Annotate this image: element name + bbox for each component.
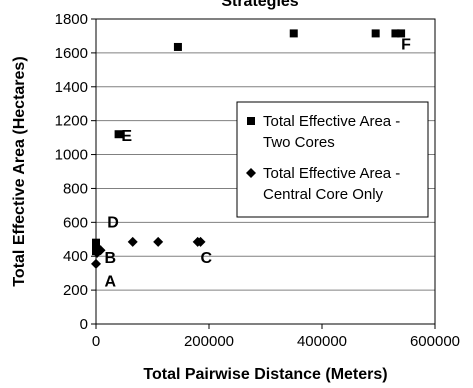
y-tick-label: 0 [80, 316, 88, 333]
point-label-a: A [104, 274, 116, 291]
y-tick-label: 1200 [55, 113, 88, 130]
y-tick-label: 800 [63, 180, 88, 197]
y-tick-label: 1600 [55, 45, 88, 62]
x-tick-label: 200000 [184, 333, 234, 350]
x-tick-label: 0 [92, 333, 100, 350]
x-axis-title: Total Pairwise Distance (Meters) [143, 366, 387, 383]
data-point-square [173, 42, 182, 51]
data-point-square [371, 29, 380, 38]
legend: Total Effective Area -Two Cores Total Eff… [236, 101, 429, 218]
data-point-square [114, 130, 123, 139]
data-point-diamond [127, 236, 138, 247]
legend-diamond-icon [246, 168, 256, 178]
data-point-diamond [95, 245, 106, 256]
y-axis-ticks: 0 200 400 600 800 1000 1200 1400 1600 1800 [55, 11, 96, 333]
chart-title: Strategies [221, 0, 298, 10]
point-annotations: AB C D E F [104, 37, 411, 291]
legend-entry: Total Effective Area -Central Core Only [263, 165, 400, 203]
data-point-square [92, 238, 100, 247]
point-label-b: B [104, 250, 116, 267]
x-axis-ticks: 0 200000 400000 600000 [92, 324, 460, 350]
data-point-diamond [195, 236, 206, 247]
y-tick-label: 1400 [55, 79, 88, 96]
legend-box [236, 101, 429, 218]
point-label-e: E [121, 128, 132, 145]
y-tick-label: 400 [63, 248, 88, 265]
y-tick-label: 600 [63, 214, 88, 231]
legend-entry: Total Effective Area -Two Cores [263, 113, 400, 151]
data-point-diamond [153, 236, 164, 247]
point-label-c: C [201, 250, 213, 267]
data-point-diamond [91, 258, 101, 269]
data-point-square [397, 29, 406, 38]
y-tick-label: 1000 [55, 147, 88, 164]
y-tick-label: 200 [63, 282, 88, 299]
y-tick-label: 1800 [55, 11, 88, 28]
y-axis-title: Total Effective Area (Hectares) [11, 56, 28, 286]
data-points [91, 29, 406, 269]
x-tick-label: 600000 [410, 333, 460, 350]
data-point-square [289, 29, 298, 38]
x-tick-label: 400000 [297, 333, 347, 350]
point-label-d: D [107, 214, 119, 231]
legend-square-icon [247, 117, 255, 125]
plot-area-border [95, 18, 436, 325]
data-point-square [391, 29, 400, 38]
point-label-f: F [401, 37, 411, 54]
